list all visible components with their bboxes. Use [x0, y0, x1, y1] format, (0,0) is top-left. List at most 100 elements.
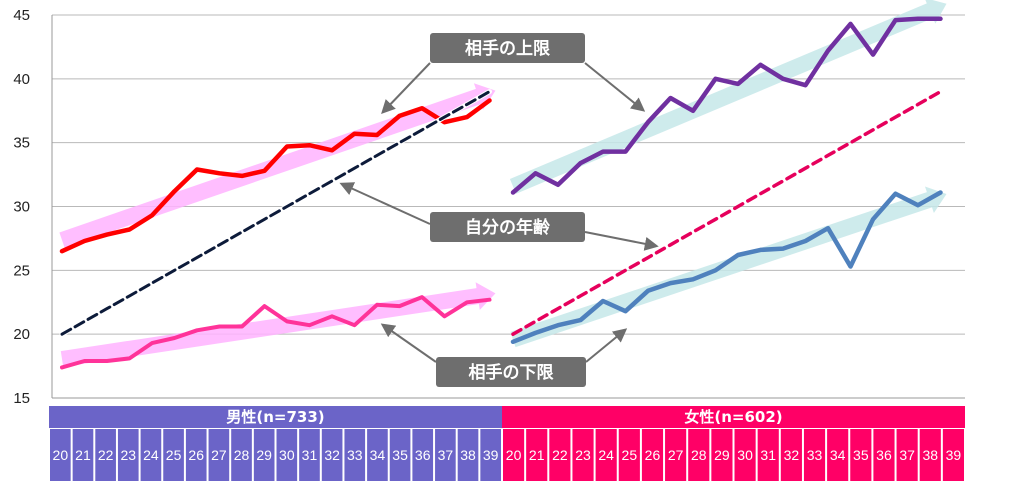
age-cell-male: [344, 429, 366, 481]
age-cell-female: [549, 429, 571, 481]
age-cell-male: [72, 429, 94, 481]
age-cell-female: [503, 429, 525, 481]
age-cell-male: [367, 429, 388, 481]
age-label-female: 26: [645, 447, 661, 463]
group-label-male: 男性(n=733): [226, 408, 324, 426]
age-cell-female: [919, 429, 941, 481]
age-cell-male: [299, 429, 320, 481]
series-line-male-self: [60, 90, 491, 336]
age-label-female: 34: [830, 447, 846, 463]
age-cell-female: [850, 429, 872, 481]
age-label-female: 27: [668, 447, 684, 463]
age-label-male: 37: [438, 447, 454, 463]
age-label-male: 27: [211, 447, 227, 463]
age-label-male: 32: [324, 447, 340, 463]
trend-arrow-female-upper: [509, 0, 947, 194]
age-label-female: 20: [506, 447, 522, 463]
age-cell-male: [163, 429, 184, 481]
series-line-female-self: [511, 89, 943, 336]
age-label-male: 24: [143, 447, 159, 463]
age-cell-male: [95, 429, 116, 481]
series-line-male-lower: [60, 295, 492, 370]
age-cell-female: [896, 429, 918, 481]
age-label-female: 31: [760, 447, 776, 463]
age-cell-female: [665, 429, 687, 481]
series-lines: [59, 16, 943, 370]
y-axis: 15 20 25 30 35 40 45: [13, 7, 965, 407]
age-label-male: 36: [415, 447, 431, 463]
age-label-male: 23: [120, 447, 136, 463]
age-cell-female: [827, 429, 849, 481]
age-label-female: 36: [876, 447, 892, 463]
age-label-male: 39: [483, 447, 499, 463]
age-label-male: 26: [188, 447, 204, 463]
y-tick-label: 20: [13, 326, 30, 343]
callout-box-upper: [430, 33, 585, 63]
age-label-female: 38: [922, 447, 938, 463]
age-cell-female: [572, 429, 594, 481]
age-cell-female: [734, 429, 756, 481]
age-cell-male: [253, 429, 275, 481]
age-cell-male: [208, 429, 230, 481]
age-cell-female: [942, 429, 964, 481]
callout-arrow-self: [584, 231, 659, 251]
age-label-male: 22: [98, 447, 114, 463]
age-label-male: 25: [166, 447, 182, 463]
age-label-female: 23: [575, 447, 591, 463]
age-cell-female: [595, 429, 617, 481]
age-label-female: 22: [552, 447, 568, 463]
age-cell-female: [757, 429, 779, 481]
age-cell-male: [50, 429, 71, 481]
age-label-male: 38: [460, 447, 476, 463]
callout-label-upper: 相手の上限: [465, 38, 550, 59]
age-label-female: 28: [691, 447, 707, 463]
callout-arrow-lower: [585, 328, 628, 363]
age-cell-female: [803, 429, 826, 481]
series-line-male-upper: [59, 98, 492, 254]
age-cell-male: [140, 429, 162, 481]
age-label-male: 28: [234, 447, 250, 463]
age-label-male: 21: [75, 447, 91, 463]
age-label-female: 37: [899, 447, 915, 463]
age-cell-female: [711, 429, 733, 481]
age-cell-female: [618, 429, 640, 481]
group-label-female: 女性(n=602): [684, 408, 782, 426]
age-label-male: 33: [347, 447, 363, 463]
age-label-female: 24: [598, 447, 614, 463]
age-cell-female: [873, 429, 895, 481]
age-label-female: 21: [529, 447, 545, 463]
callout-arrow-lower: [380, 323, 437, 363]
age-label-male: 29: [256, 447, 272, 463]
callout-arrow-upper: [381, 62, 431, 115]
y-tick-label: 40: [13, 71, 30, 88]
age-label-male: 20: [53, 447, 69, 463]
age-label-female: 39: [946, 447, 962, 463]
age-label-male: 35: [392, 447, 408, 463]
age-cell-male: [276, 429, 298, 481]
y-tick-label: 15: [13, 390, 30, 407]
trend-arrow-male-lower: [60, 282, 496, 367]
age-cell-male: [389, 429, 411, 481]
group-header-male: [49, 406, 502, 428]
callout-arrow-self: [339, 182, 431, 225]
age-cell-male: [412, 429, 434, 481]
age-label-female: 25: [622, 447, 638, 463]
series-line-female-upper: [510, 16, 943, 195]
age-label-male: 31: [302, 447, 318, 463]
age-cell-male: [185, 429, 207, 481]
age-cell-male: [457, 429, 479, 481]
age-label-female: 32: [784, 447, 800, 463]
age-label-male: 30: [279, 447, 295, 463]
age-label-female: 29: [714, 447, 730, 463]
age-cell-male: [231, 429, 252, 481]
y-tick-label: 35: [13, 135, 30, 152]
age-cell-female: [526, 429, 548, 481]
age-label-male: 34: [370, 447, 386, 463]
age-cell-male: [480, 429, 501, 481]
age-cell-male: [117, 429, 139, 481]
age-cell-female: [688, 429, 710, 481]
callout-label-lower: 相手の下限: [469, 362, 554, 383]
callout-arrow-upper: [584, 62, 646, 112]
